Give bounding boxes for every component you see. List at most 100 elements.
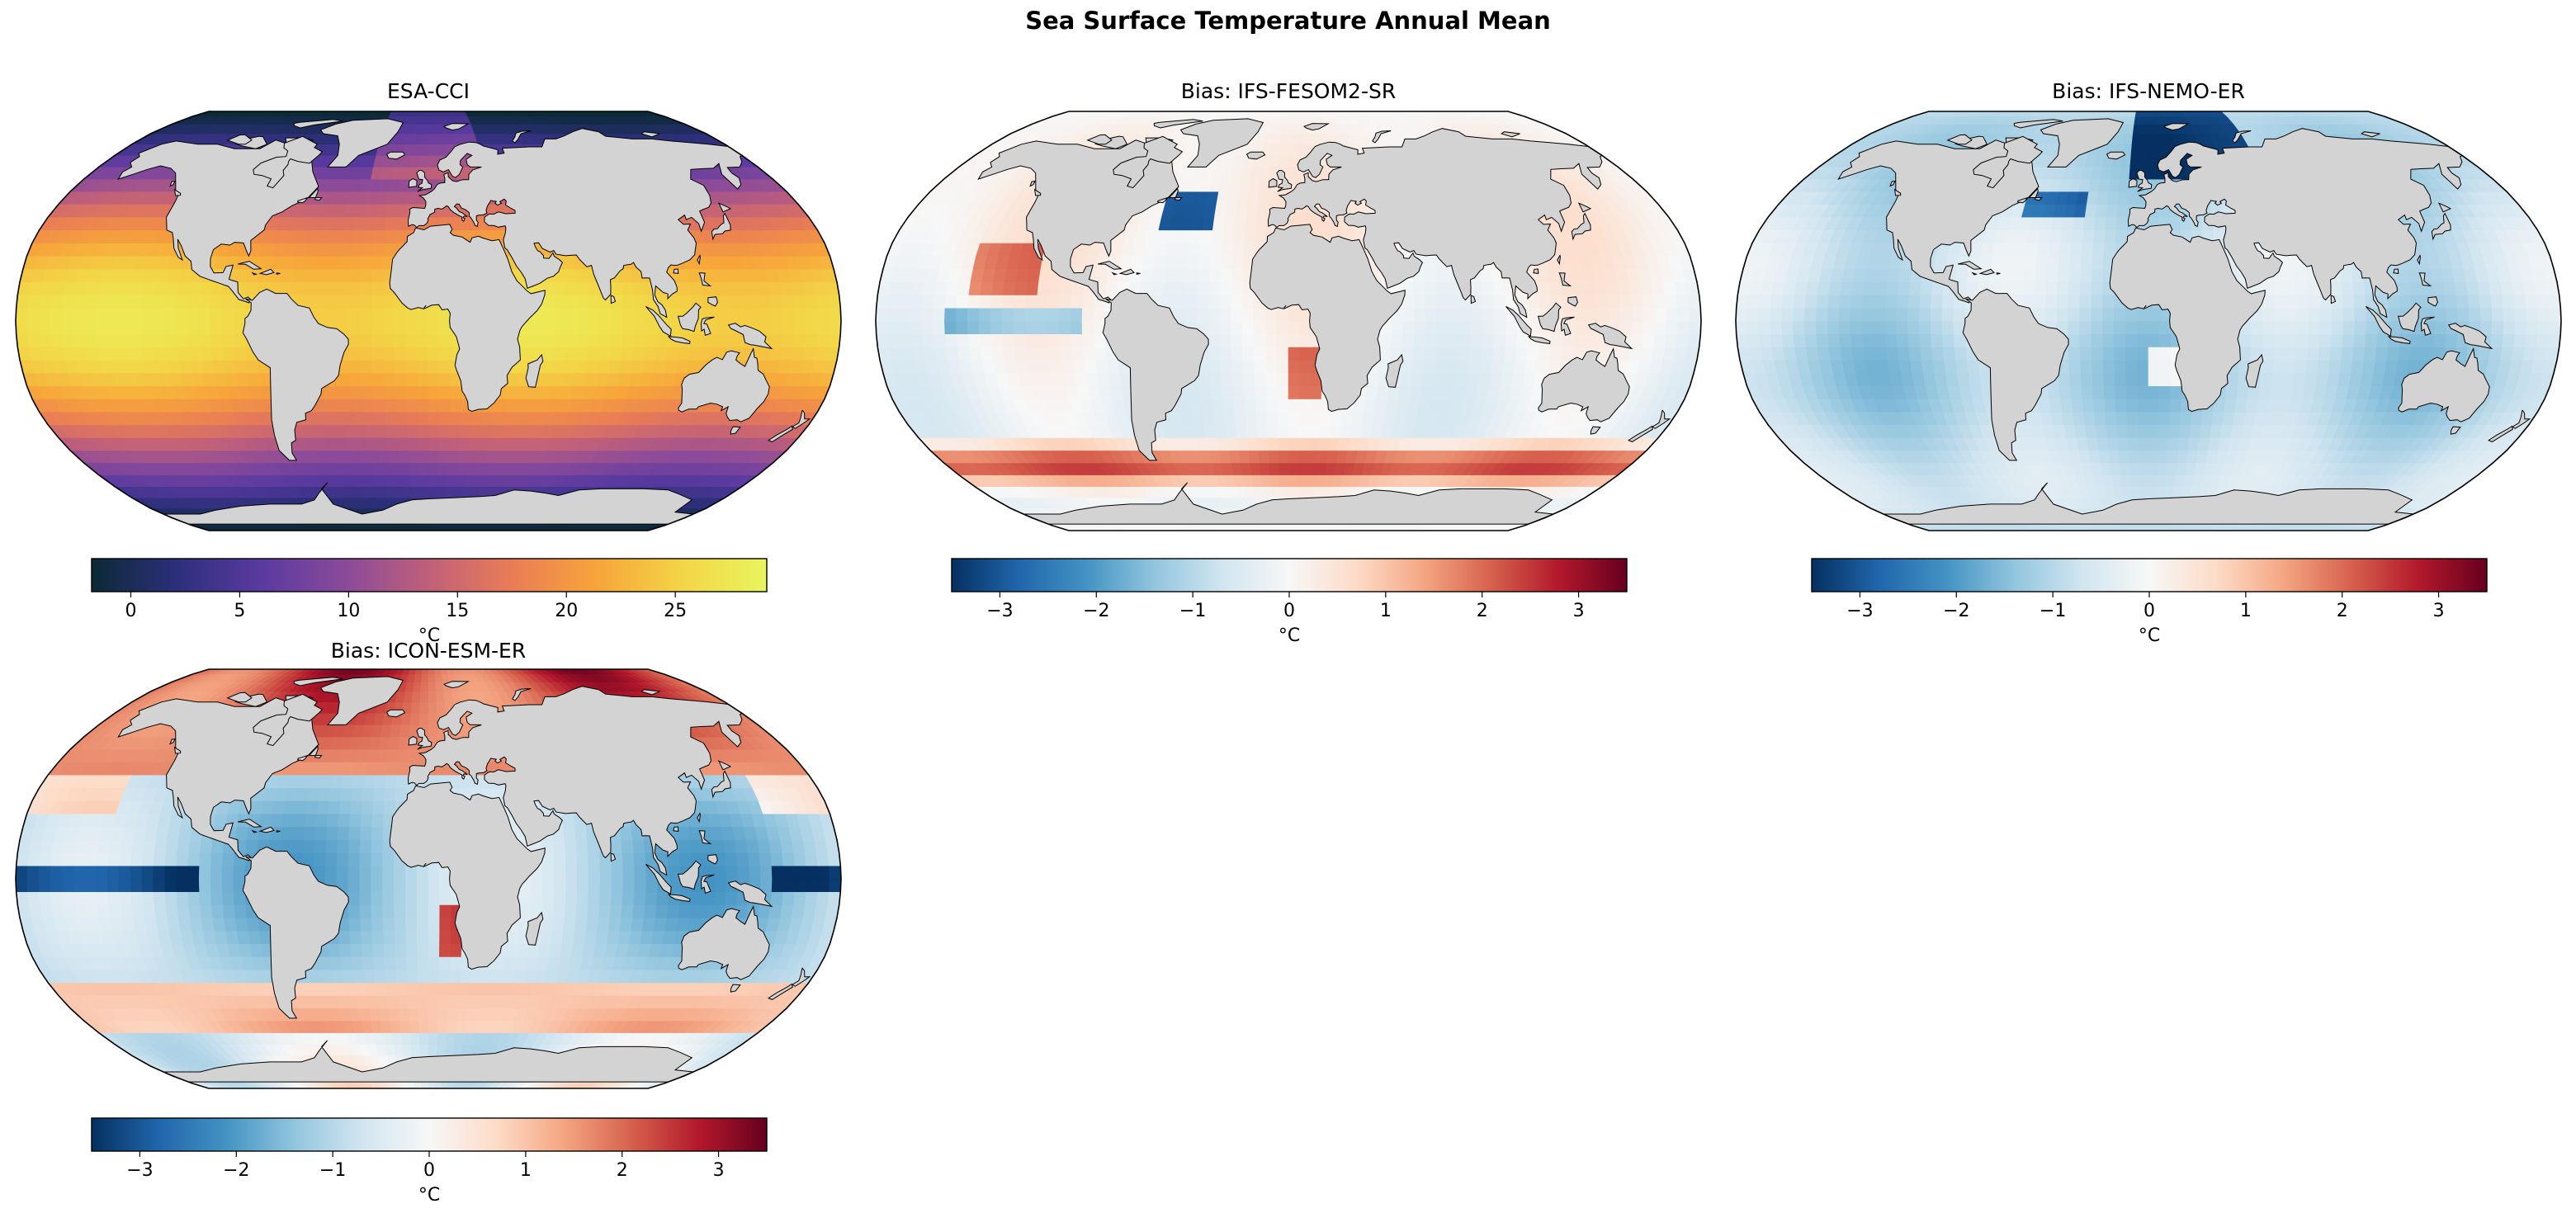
land-mass — [1268, 177, 1278, 188]
land-mass — [707, 296, 718, 307]
land-mass — [707, 854, 718, 865]
colorbar-tick-label: 2 — [2337, 601, 2348, 621]
land-mass — [711, 212, 731, 241]
land-mass — [319, 676, 404, 725]
land-mass — [2245, 353, 2264, 388]
land-mass — [1500, 131, 1520, 138]
land-mass — [678, 347, 770, 422]
panel-title-ifs-nemo-er: Bias: IFS-NEMO-ER — [2052, 79, 2245, 103]
colorbar-tick-label: 0 — [423, 1160, 435, 1181]
land-mass — [1267, 128, 1603, 319]
land-mass — [610, 852, 617, 862]
colorbar-ifs-fesom2-sr: −3 −2 −1 0 1 2 3 °C — [951, 558, 1628, 644]
land-mass — [768, 983, 793, 1000]
land-mass — [1302, 123, 1331, 131]
land-mass — [730, 426, 741, 435]
bias-map-ifs-fesom2-sr — [875, 111, 1702, 531]
bias-map-ifs-nemo-er — [1735, 111, 2562, 531]
land-mass — [2420, 316, 2435, 336]
colorbar-ifs-nemo-er: −3 −2 −1 0 1 2 3 °C — [1811, 558, 2488, 644]
land-mass — [2128, 177, 2138, 188]
land-mass — [1577, 202, 1592, 213]
land-mass — [1557, 254, 1561, 266]
land-mass — [169, 738, 176, 745]
colorbar-gradient — [951, 558, 1628, 592]
land-mass — [1283, 304, 1287, 309]
land-mass — [792, 409, 811, 429]
land-mass — [1470, 295, 1477, 304]
bias-map-icon-esm-er — [15, 668, 842, 1089]
land-mass — [1168, 187, 1183, 201]
land-mass — [308, 745, 323, 759]
land-mass — [512, 688, 532, 701]
land-mass — [423, 304, 427, 309]
colorbar-tick-label: −3 — [1846, 601, 1873, 621]
land-mass — [2387, 336, 2411, 344]
land-mass — [385, 151, 406, 160]
land-mass — [2393, 268, 2399, 274]
land-mass — [667, 336, 691, 344]
land-mass — [512, 130, 532, 144]
land-mass — [1113, 135, 1184, 189]
colorbar-tick-label: 2 — [617, 1160, 628, 1181]
land-mass — [1156, 196, 1169, 204]
land-mass — [308, 187, 323, 201]
land-mass — [407, 128, 743, 319]
colorbar-tick-label: 25 — [664, 601, 687, 621]
colorbar-tick-label: 2 — [1477, 601, 1488, 621]
colorbar-tick-label: 1 — [2240, 601, 2252, 621]
land-mass — [2109, 224, 2266, 413]
map-boundary — [15, 668, 842, 1089]
colorbar-unit-label: °C — [2139, 625, 2160, 644]
land-mass — [163, 482, 694, 525]
land-mass — [2417, 254, 2421, 266]
land-mass — [1102, 288, 1209, 461]
land-mass — [416, 728, 432, 750]
land-mass — [673, 826, 679, 832]
land-mass — [640, 689, 660, 696]
colorbar-tick-label: 20 — [555, 601, 578, 621]
land-mass — [525, 353, 544, 388]
land-mass — [2360, 131, 2380, 138]
land-mass — [389, 781, 546, 970]
land-mass — [677, 860, 702, 890]
land-mass — [234, 135, 268, 149]
land-mass — [2450, 426, 2461, 435]
map-boundary — [1735, 111, 2562, 531]
colorbar-tick-label: −2 — [223, 1160, 249, 1181]
land-mass — [1587, 323, 1633, 350]
land-mass — [1560, 316, 1575, 336]
colorbar-tick-label: 0 — [125, 601, 136, 621]
colorbar-unit-label: °C — [418, 625, 440, 644]
land-mass — [1889, 180, 1896, 187]
land-mass — [293, 119, 343, 129]
land-mass — [673, 268, 679, 274]
land-mass — [1179, 118, 1264, 168]
land-mass — [1628, 425, 1653, 442]
land-mass — [293, 677, 343, 687]
land-mass — [697, 254, 701, 266]
land-mass — [407, 686, 743, 876]
land-mass — [1098, 261, 1123, 270]
colorbar-unit-label: °C — [1279, 625, 1300, 644]
land-mass — [698, 272, 712, 287]
land-mass — [1571, 212, 1591, 241]
land-mass — [2144, 304, 2147, 309]
land-mass — [768, 425, 793, 442]
land-mass — [2398, 347, 2490, 422]
panel-title-ifs-fesom2-sr: Bias: IFS-FESOM2-SR — [1180, 79, 1397, 103]
land-mass — [1973, 135, 2044, 189]
colorbar-tick-label: 3 — [713, 1160, 725, 1181]
colorbar-tick-label: 3 — [2433, 601, 2445, 621]
map-boundary — [875, 111, 1702, 531]
colorbar-tick-label: −2 — [1083, 601, 1109, 621]
colorbar-tick-label: −3 — [986, 601, 1013, 621]
colorbar-esa-cci: 0 5 10 15 20 25 °C — [91, 558, 768, 644]
colorbar-icon-esm-er: −3 −2 −1 0 1 2 3 °C — [91, 1117, 768, 1203]
land-mass — [2431, 212, 2451, 241]
land-mass — [2447, 323, 2493, 350]
land-mass — [408, 177, 418, 188]
land-mass — [677, 302, 702, 333]
colorbar-tick-label: −2 — [1943, 601, 1969, 621]
panel-title-esa-cci: ESA-CCI — [387, 79, 470, 103]
